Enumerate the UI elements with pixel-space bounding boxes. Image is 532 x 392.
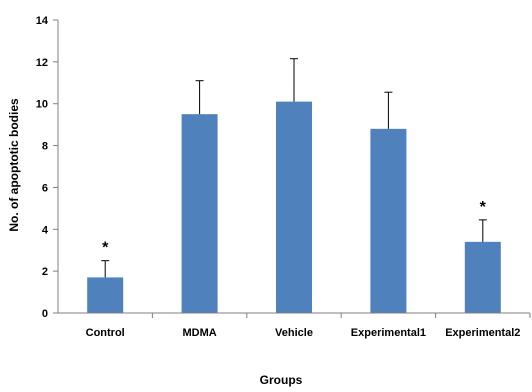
y-tick-label: 10: [36, 99, 48, 111]
bar-control: [87, 277, 124, 313]
x-tick-label: Control: [86, 327, 125, 339]
x-tick-label: Vehicle: [275, 327, 313, 339]
bar-experimental2: [464, 241, 501, 313]
y-tick-label: 4: [42, 224, 49, 236]
error-bars: [101, 58, 487, 278]
y-tick-label: 0: [42, 308, 48, 320]
x-axis: Control MDMA Vehicle Experimental1 Experimen…: [58, 312, 531, 339]
x-tick-label: Experimental2: [445, 327, 520, 339]
bars: [87, 101, 501, 313]
y-tick-label: 6: [42, 182, 48, 194]
significance-markers: **: [102, 199, 487, 257]
y-tick-label: 2: [42, 266, 48, 278]
bar-mdma: [181, 114, 218, 313]
y-axis: 0 2 4 6 8 10 12 14: [36, 15, 59, 320]
bar-experimental1: [370, 128, 407, 313]
y-tick-label: 12: [36, 57, 48, 69]
y-tick-label: 14: [36, 15, 49, 27]
y-axis-title: No. of apoptotic bodies: [7, 98, 21, 232]
bar-vehicle: [276, 101, 312, 313]
x-axis-title: Groups: [260, 373, 303, 387]
significance-star: *: [480, 199, 487, 216]
significance-star: *: [102, 240, 109, 257]
x-tick-label: MDMA: [182, 327, 216, 339]
x-tick-label: Experimental1: [351, 327, 426, 339]
y-tick-label: 8: [42, 141, 48, 153]
